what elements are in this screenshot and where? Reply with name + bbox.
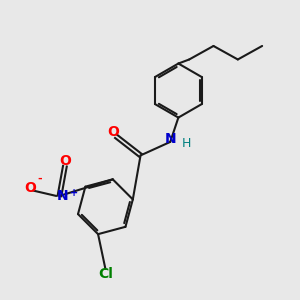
Text: Cl: Cl (98, 267, 113, 281)
Text: O: O (108, 125, 119, 140)
Text: N: N (56, 189, 68, 203)
Text: +: + (70, 188, 78, 198)
Text: O: O (24, 181, 36, 195)
Text: -: - (37, 174, 41, 184)
Text: H: H (182, 137, 191, 150)
Text: O: O (59, 154, 71, 168)
Text: N: N (164, 132, 176, 146)
